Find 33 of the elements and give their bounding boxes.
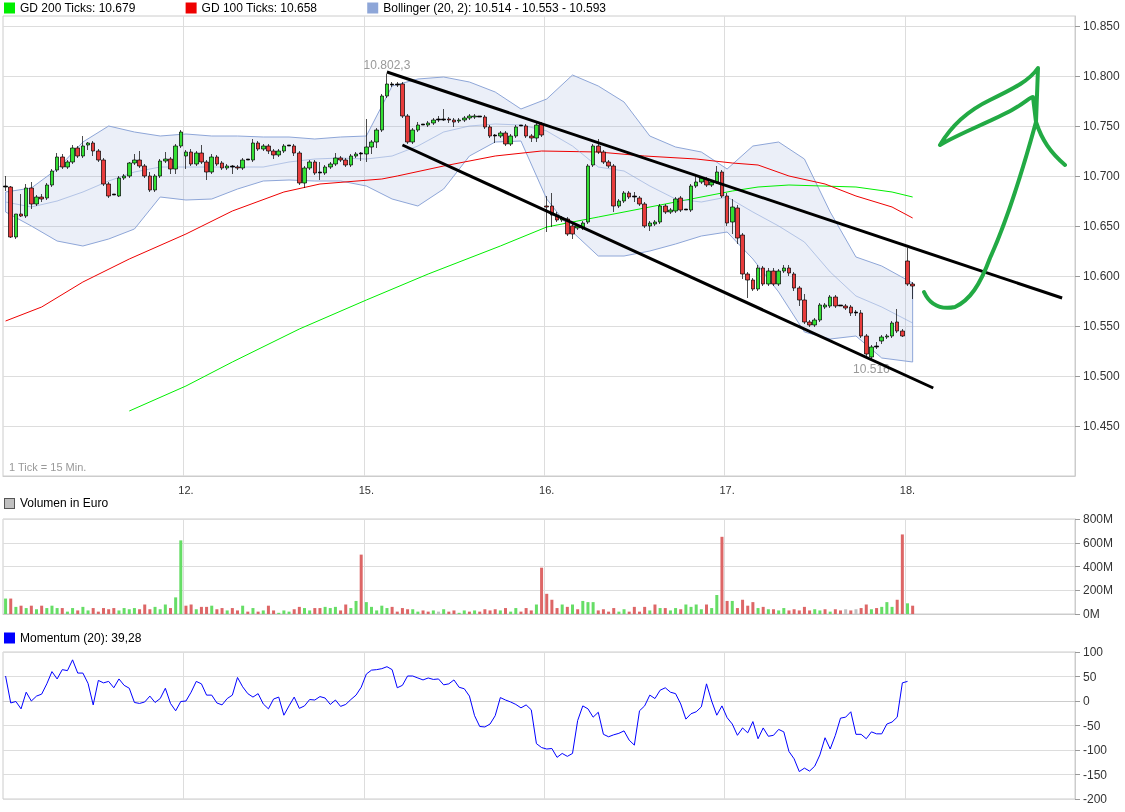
- legend-label: Momentum (20): 39,28: [20, 631, 142, 645]
- y-tick-label: -100: [1083, 743, 1108, 757]
- y-tick-label: 10.850: [1083, 19, 1121, 33]
- y-tick-label: 50: [1083, 669, 1097, 684]
- annotation: 10.802,3: [363, 57, 411, 72]
- y-tick-label: -150: [1083, 767, 1108, 782]
- y-tick-label: 0: [1083, 694, 1090, 708]
- x-tick-label: 12.: [178, 483, 194, 496]
- y-tick-label: 10.700: [1083, 169, 1121, 183]
- y-tick-label: 10.650: [1083, 219, 1121, 233]
- y-tick-label: 10.800: [1083, 69, 1121, 83]
- text: Volumen in Euro: [20, 496, 109, 510]
- legend-label: Bollinger (20, 2): 10.514 - 10.553 - 10.593: [383, 1, 607, 15]
- legend-label: GD 200 Ticks: 10.679: [20, 1, 136, 15]
- y-tick-label: 600M: [1083, 535, 1114, 550]
- y-tick-label: 400M: [1083, 559, 1114, 574]
- y-tick-label: 10.750: [1083, 119, 1121, 133]
- x-tick-label: 15.: [358, 483, 374, 496]
- y-tick-label: 200M: [1083, 583, 1114, 598]
- y-tick-label: -50: [1083, 718, 1101, 733]
- x-tick-label: 17.: [719, 483, 735, 496]
- y-tick-label: 10.550: [1083, 319, 1121, 333]
- y-tick-label: 100: [1083, 645, 1104, 659]
- y-tick-label: 10.450: [1083, 419, 1121, 433]
- legend-label: GD 100 Ticks: 10.658: [201, 1, 318, 15]
- y-tick-label: 800M: [1083, 512, 1114, 526]
- x-tick-label: 18.: [899, 483, 916, 496]
- annotation: 1 Tick = 15 Min.: [9, 460, 87, 473]
- y-tick-label: 10.600: [1083, 269, 1121, 283]
- x-tick-label: 16.: [539, 483, 555, 496]
- y-tick-label: 0M: [1083, 607, 1100, 621]
- y-tick-label: 10.500: [1083, 369, 1121, 383]
- y-tick-label: -200: [1083, 792, 1108, 806]
